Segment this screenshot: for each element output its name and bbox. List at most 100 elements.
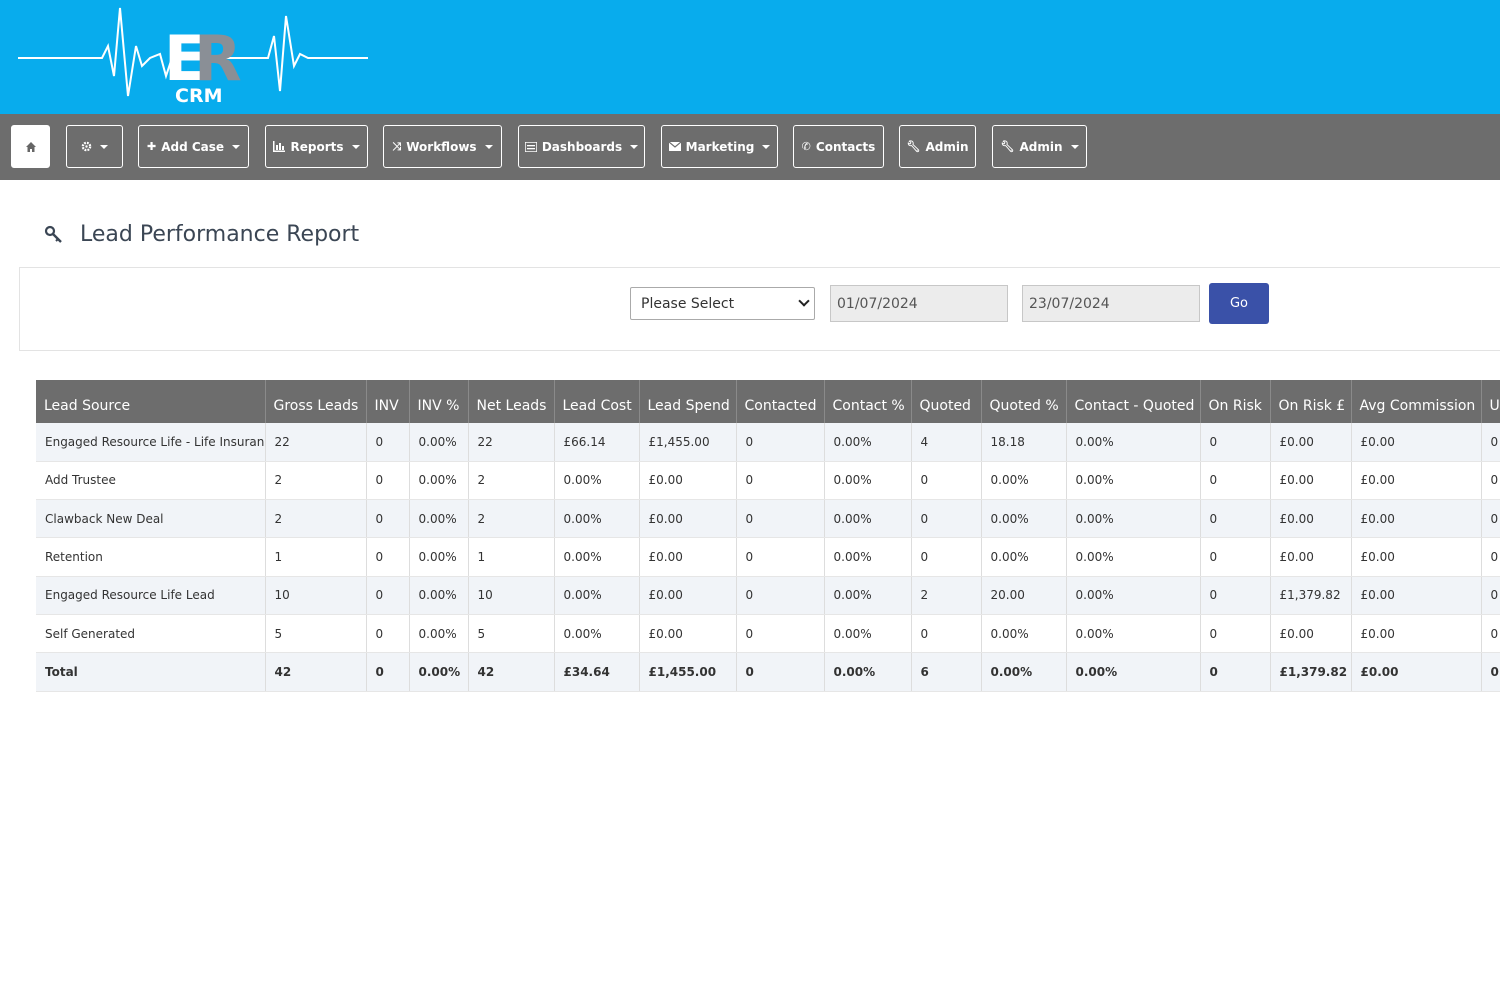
table-cell: 0.00%	[409, 461, 469, 501]
column-header[interactable]: INV	[366, 380, 410, 423]
table-cell: £66.14	[554, 423, 640, 462]
column-header[interactable]: INV %	[409, 380, 469, 423]
er-heartbeat-logo[interactable]: E R	[18, 6, 368, 110]
table-cell: 0.00%	[824, 537, 912, 577]
column-header[interactable]: Lead Spend	[639, 380, 737, 423]
phone-icon: ✆	[801, 140, 811, 153]
table-cell: 0.00%	[554, 537, 640, 577]
table-cell: 0.00%	[981, 614, 1067, 654]
home-icon	[25, 141, 36, 152]
page-title: Lead Performance Report	[80, 222, 360, 247]
lead-source-cell: Retention	[36, 537, 266, 577]
table-cell: £0.00	[1351, 576, 1482, 615]
add-case-label: Add Case	[161, 139, 225, 154]
table-cell: 0	[911, 461, 982, 501]
date-from-input[interactable]: 01/07/2024	[830, 285, 1008, 322]
total-label-cell: Total	[36, 652, 266, 692]
column-header[interactable]: Contact - Quoted	[1066, 380, 1201, 423]
total-cell: 0.00%	[409, 652, 469, 692]
table-cell: 0	[911, 537, 982, 577]
column-header[interactable]: Contact %	[824, 380, 912, 423]
admin-menu-button[interactable]: 🔧︎ Admin	[992, 125, 1087, 168]
home-button[interactable]	[11, 125, 50, 168]
table-row: Engaged Resource Life Lead 10 0 0.00% 10 0.00…	[36, 576, 1500, 615]
column-header[interactable]: Quoted %	[981, 380, 1067, 423]
workflows-menu-button[interactable]: ⤨ Workflows	[383, 125, 502, 168]
table-cell: 2	[911, 576, 982, 615]
report-table-container: Lead Source Gross Leads INV INV % Net Leads L…	[36, 380, 1500, 692]
table-row: Retention 1 0 0.00% 1 0.00% £0.00 0 0.00% 0 0.00% 0…	[36, 537, 1500, 577]
table-header-row: Lead Source Gross Leads INV INV % Net Leads L…	[36, 380, 1500, 423]
table-cell: 10	[468, 576, 555, 615]
table-cell: 0	[366, 576, 410, 615]
table-cell: 0.00%	[1066, 537, 1201, 577]
table-cell: 0	[1481, 461, 1500, 501]
table-cell: 0.00%	[824, 614, 912, 654]
main-navbar: ✚ Add Case Reports ⤨ Workflows Dashboard…	[0, 114, 1500, 180]
table-cell: 0.00%	[1066, 499, 1201, 539]
lead-source-cell: Engaged Resource Life - Life Insurance	[36, 423, 266, 462]
shuffle-icon: ⤨	[392, 139, 402, 153]
table-cell: 0.00%	[1066, 576, 1201, 615]
table-cell: 1	[265, 537, 367, 577]
column-header[interactable]: Quoted	[911, 380, 982, 423]
table-cell: 2	[265, 499, 367, 539]
column-header[interactable]: On Risk £	[1270, 380, 1352, 423]
table-cell: 5	[468, 614, 555, 654]
total-cell: 0	[366, 652, 410, 692]
table-cell: 22	[265, 423, 367, 462]
chevron-down-icon	[762, 144, 771, 149]
go-button[interactable]: Go	[1209, 283, 1269, 324]
table-cell: 0	[911, 614, 982, 654]
dashboards-menu-button[interactable]: Dashboards	[518, 125, 645, 168]
column-header[interactable]: Gross Leads	[265, 380, 367, 423]
table-cell: £0.00	[639, 576, 737, 615]
column-header[interactable]: Net Leads	[468, 380, 555, 423]
contacts-button[interactable]: ✆ Contacts	[793, 125, 884, 168]
total-cell: £1,455.00	[639, 652, 737, 692]
chevron-down-icon	[630, 144, 639, 149]
table-cell: £0.00	[1351, 614, 1482, 654]
table-cell: £0.00	[1351, 461, 1482, 501]
table-cell: 0.00%	[824, 499, 912, 539]
table-cell: 0	[1481, 499, 1500, 539]
table-cell: £0.00	[1351, 537, 1482, 577]
column-header[interactable]: On Risk	[1200, 380, 1271, 423]
table-cell: 18.18	[981, 423, 1067, 462]
admin-button[interactable]: 🔧︎ Admin	[899, 125, 976, 168]
admin-label: Admin	[925, 139, 969, 154]
total-cell: £1,379.82	[1270, 652, 1352, 692]
table-cell: 10	[265, 576, 367, 615]
chevron-down-icon	[484, 144, 493, 149]
column-header[interactable]: Avg Commission	[1351, 380, 1482, 423]
lead-source-cell: Clawback New Deal	[36, 499, 266, 539]
lead-source-cell: Add Trustee	[36, 461, 266, 501]
reports-menu-button[interactable]: Reports	[265, 125, 368, 168]
table-row: Self Generated 5 0 0.00% 5 0.00% £0.00 0 0.00% 0 0…	[36, 614, 1500, 654]
table-cell: 0	[1200, 461, 1271, 501]
marketing-menu-button[interactable]: Marketing	[661, 125, 778, 168]
total-cell: 0	[1481, 652, 1500, 692]
table-cell: 4	[911, 423, 982, 462]
table-body: Engaged Resource Life - Life Insurance 22…	[36, 423, 1500, 692]
column-header[interactable]: U	[1481, 380, 1500, 423]
table-cell: 0.00%	[981, 499, 1067, 539]
chevron-down-icon	[351, 144, 360, 149]
column-header[interactable]: Lead Source	[36, 380, 266, 423]
table-cell: 0	[366, 614, 410, 654]
table-cell: £0.00	[1270, 499, 1352, 539]
date-to-input[interactable]: 23/07/2024	[1022, 285, 1200, 322]
lead-source-select[interactable]: Please Select	[630, 287, 815, 320]
table-cell: 0.00%	[409, 499, 469, 539]
settings-menu-button[interactable]	[66, 125, 123, 168]
column-header[interactable]: Contacted	[736, 380, 825, 423]
add-case-menu-button[interactable]: ✚ Add Case	[138, 125, 249, 168]
column-header[interactable]: Lead Cost	[554, 380, 640, 423]
table-cell: 0	[1200, 423, 1271, 462]
chevron-down-icon	[798, 295, 810, 307]
plus-icon: ✚	[146, 140, 157, 153]
table-cell: 0.00%	[824, 461, 912, 501]
total-cell: £34.64	[554, 652, 640, 692]
total-cell: 42	[265, 652, 367, 692]
workflows-label: Workflows	[406, 139, 477, 154]
